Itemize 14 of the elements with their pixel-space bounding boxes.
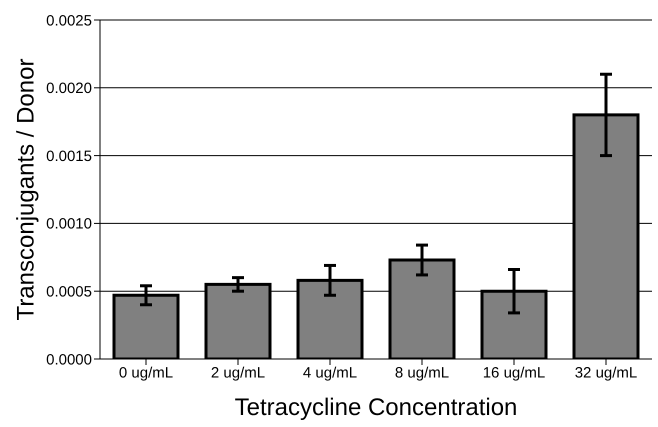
y-tick-label: 0.0010 bbox=[46, 216, 92, 233]
x-axis-title: Tetracycline Concentration bbox=[234, 394, 518, 421]
x-tick-label: 2 ug/mL bbox=[210, 364, 266, 382]
y-tick-label: 0.0025 bbox=[46, 12, 92, 30]
y-tick-label: 0.0020 bbox=[46, 80, 92, 98]
x-tick-label: 16 ug/mL bbox=[482, 364, 546, 382]
x-tick-label: 0 ug/mL bbox=[118, 364, 174, 382]
y-axis-title: Transconjugants / Donor bbox=[12, 58, 40, 320]
x-tick-label: 8 ug/mL bbox=[394, 364, 450, 382]
x-tick-label: 32 ug/mL bbox=[574, 364, 638, 382]
x-tick-label: 4 ug/mL bbox=[302, 364, 358, 382]
y-tick-label: 0.0000 bbox=[46, 351, 92, 368]
y-tick-label: 0.0015 bbox=[46, 148, 92, 165]
y-tick-label: 0.0005 bbox=[46, 284, 92, 301]
